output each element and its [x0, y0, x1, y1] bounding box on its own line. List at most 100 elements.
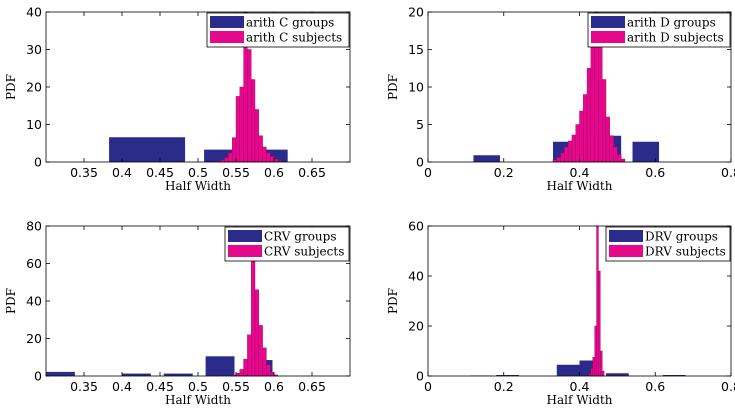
bar: [254, 109, 259, 163]
x-tick-label: 0.2: [494, 165, 514, 180]
y-tick-label: 40: [26, 294, 42, 309]
y-axis-label: PDF: [386, 74, 400, 100]
x-tick-label: 0: [424, 165, 432, 180]
chart-panel-3: 0.35 0.4 0.45 0.5 0.55 0.6 0.65 0 20 40 60 80 Half W…: [4, 219, 351, 407]
x-tick-label: 0.55: [222, 379, 250, 394]
x-tick-label: 0.45: [146, 165, 174, 180]
bar: [239, 86, 244, 163]
bar: [579, 110, 584, 163]
bar: [262, 347, 267, 377]
x-tick-label: 0.8: [721, 379, 735, 394]
bar: [556, 364, 580, 376]
y-tick-label: 0: [34, 369, 42, 384]
legend-label-groups: DRV groups: [645, 230, 718, 244]
y-tick-label: 10: [408, 80, 424, 95]
legend-label-subjects: arith D subjects: [627, 31, 724, 45]
bar: [266, 152, 271, 163]
bar: [109, 137, 186, 162]
bar: [163, 373, 193, 376]
chart-panel-4: 0 0.2 0.4 0.6 0.8 0 20 40 60 Half Width PDF DRV gro…: [386, 219, 735, 408]
x-axis-label: Half Width: [165, 393, 231, 407]
bar: [613, 146, 618, 163]
bar: [224, 157, 229, 163]
bar: [258, 135, 263, 163]
bar: [250, 79, 256, 163]
y-tick-label: 0: [34, 155, 42, 170]
bar: [235, 96, 240, 163]
x-tick-label: 0.4: [570, 379, 590, 394]
bar: [586, 68, 592, 163]
x-tick-label: 0.5: [188, 165, 208, 180]
bar: [247, 334, 252, 377]
y-axis-label: PDF: [4, 74, 18, 100]
legend-swatch-groups: [228, 230, 262, 242]
series-groups: [469, 360, 686, 376]
y-tick-label: 20: [408, 319, 424, 334]
legend-swatch-subjects: [609, 245, 643, 257]
x-tick-label: 0.2: [494, 379, 514, 394]
bar: [605, 116, 611, 163]
y-tick-label: 60: [26, 256, 42, 271]
bar: [122, 373, 151, 376]
bar: [567, 140, 573, 163]
y-tick-label: 20: [26, 331, 42, 346]
bar: [590, 41, 595, 163]
bar: [262, 146, 267, 163]
bar: [247, 49, 252, 163]
legend-label-groups: arith C groups: [246, 16, 334, 30]
bar: [266, 364, 271, 377]
x-tick-label: 0.4: [570, 165, 590, 180]
legend-swatch-groups: [609, 230, 643, 242]
legend-swatch-subjects: [591, 31, 625, 43]
bar: [606, 373, 629, 376]
legend-label-subjects: CRV subjects: [264, 245, 344, 259]
bar: [609, 135, 614, 163]
chart-panel-1: 0.35 0.4 0.45 0.5 0.55 0.6 0.65 0 10 20 30 40 Half W…: [4, 5, 351, 193]
chart-panel-2: 0 0.2 0.4 0.6 0.8 0 5 10 15 20 Half Width PDF arith …: [386, 5, 735, 194]
y-tick-label: 0: [416, 155, 424, 170]
bar: [602, 79, 607, 163]
bar: [594, 325, 597, 377]
y-tick-label: 40: [408, 269, 424, 284]
bar: [602, 370, 605, 377]
x-tick-label: 0.35: [70, 165, 98, 180]
x-tick-label: 0.6: [264, 165, 284, 180]
bar: [662, 375, 686, 376]
x-axis-label: Half Width: [547, 393, 613, 407]
legend-swatch-groups: [591, 16, 625, 28]
bar: [596, 225, 599, 377]
y-tick-label: 5: [416, 117, 424, 132]
legend-label-subjects: arith C subjects: [246, 31, 342, 45]
x-tick-label: 0.45: [146, 379, 174, 394]
x-tick-label: 0: [424, 379, 432, 394]
x-tick-label: 0.5: [188, 379, 208, 394]
legend-label-groups: CRV groups: [264, 230, 336, 244]
x-tick-label: 0.4: [112, 165, 132, 180]
bar: [583, 94, 588, 163]
bar: [273, 158, 278, 163]
bar: [254, 289, 259, 377]
bar: [270, 372, 275, 377]
bar: [617, 154, 622, 163]
x-tick-label: 0.55: [222, 165, 250, 180]
bar: [632, 141, 660, 162]
y-tick-label: 40: [26, 5, 42, 20]
bar: [205, 356, 235, 376]
bar: [620, 158, 626, 163]
y-tick-label: 20: [26, 80, 42, 95]
bar: [575, 124, 580, 163]
bar: [258, 325, 263, 377]
series-subjects: [588, 225, 605, 377]
bar: [564, 146, 569, 163]
x-tick-label: 0.8: [721, 165, 735, 180]
x-tick-label: 0.6: [645, 379, 665, 394]
y-axis-label: PDF: [4, 288, 18, 314]
legend-swatch-groups: [210, 16, 244, 28]
y-tick-label: 15: [408, 42, 424, 57]
bar: [270, 156, 275, 163]
bar: [590, 368, 593, 377]
